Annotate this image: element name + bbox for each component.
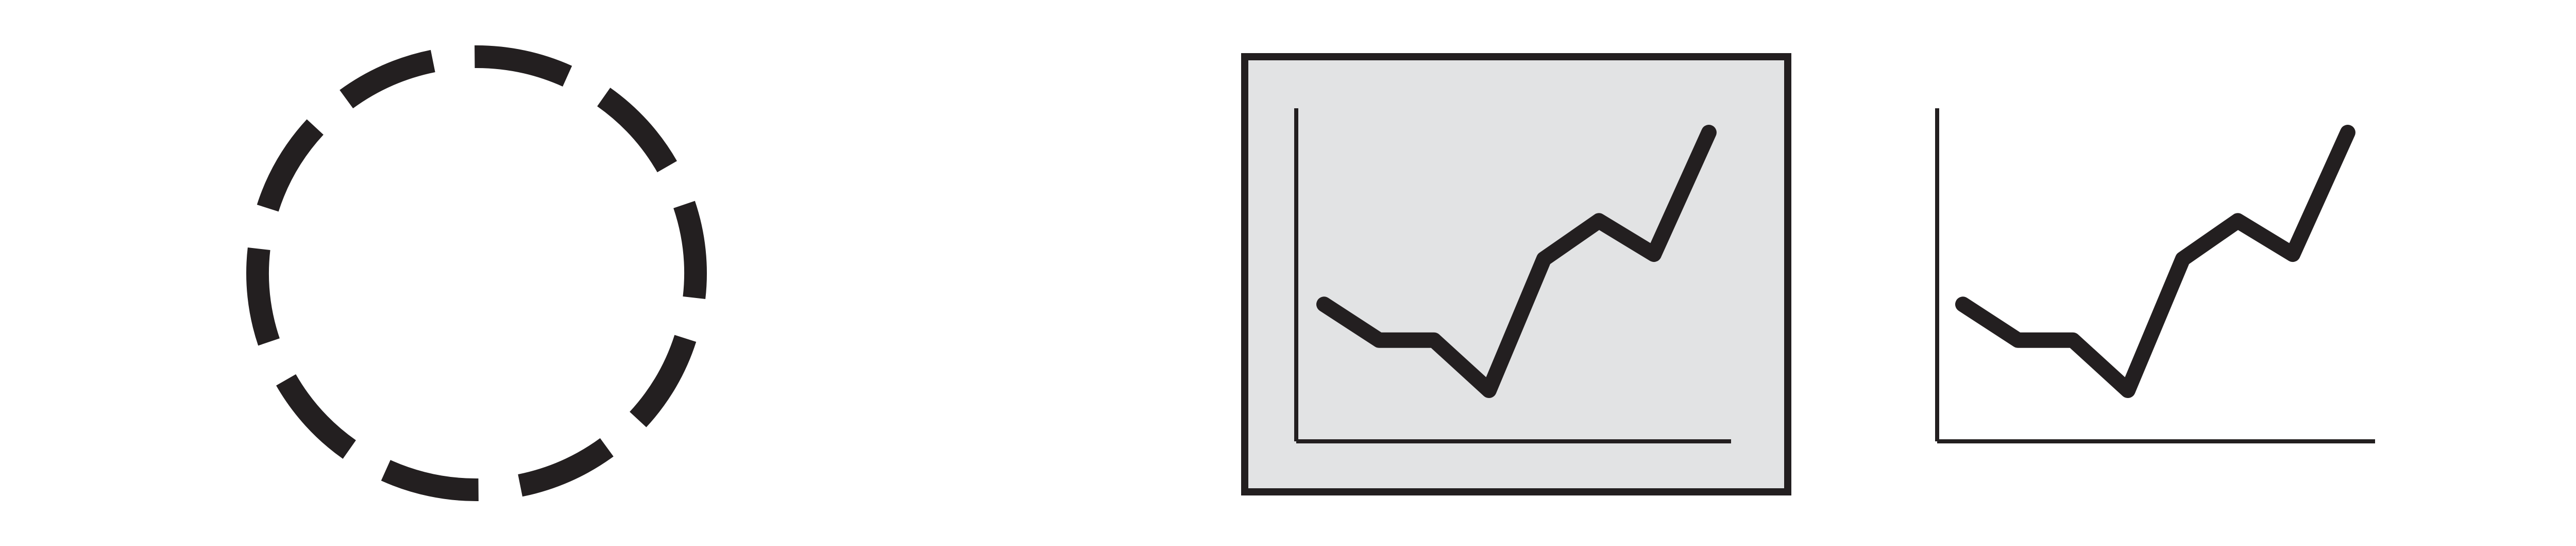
plain-chart-panel [1844, 0, 2576, 546]
circle-dash-3 [673, 201, 707, 300]
circle-dash-4 [629, 335, 697, 427]
plain-chart-point-7 [2292, 254, 2294, 255]
plain-chart-point-6 [2237, 220, 2239, 222]
circle-dash-9 [257, 119, 324, 212]
dashed-circle-panel [0, 0, 1185, 546]
framed-chart-point-5 [1543, 258, 1545, 260]
plain-chart-series-line [1955, 125, 2355, 398]
plain-chart-point-4 [2127, 390, 2129, 391]
framed-chart-point-3 [1433, 339, 1435, 341]
framed-chart-series-line [1316, 125, 1717, 398]
circle-dash-7 [276, 374, 357, 459]
framed-chart-panel [1185, 0, 1844, 546]
framed-chart-point-8 [1708, 132, 1709, 133]
circle-dash-5 [518, 438, 614, 497]
circle-dash-10 [340, 49, 435, 109]
framed-chart-point-7 [1653, 254, 1655, 255]
circle-dash-2 [597, 88, 677, 173]
plain-chart-point-2 [2017, 339, 2019, 341]
framed-chart-point-2 [1378, 339, 1380, 341]
framed-chart-point-4 [1488, 390, 1490, 391]
plain-chart-point-8 [2347, 132, 2348, 133]
plain-chart-point-1 [1962, 304, 1963, 305]
circle-dash-1 [474, 45, 572, 87]
line-chart-icon [1935, 108, 2375, 443]
circle-dash-6 [381, 460, 479, 502]
dashed-circle-icon [246, 45, 707, 502]
framed-chart-point-6 [1598, 220, 1600, 222]
plain-chart-point-5 [2182, 258, 2183, 260]
framed-chart-point-1 [1324, 304, 1325, 305]
framed-line-chart-icon [1241, 53, 1791, 495]
plain-chart-point-3 [2072, 339, 2074, 341]
circle-dash-8 [246, 247, 280, 346]
framed-chart-frame [1241, 53, 1791, 495]
